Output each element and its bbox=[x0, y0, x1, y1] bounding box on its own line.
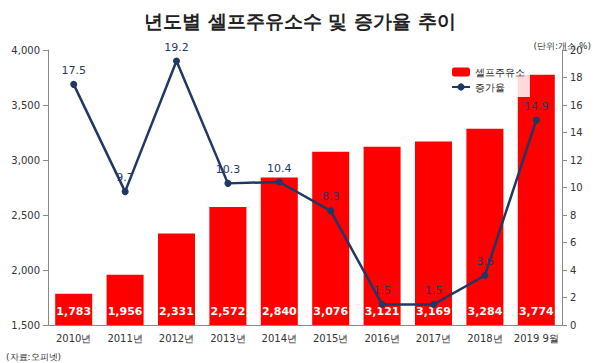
svg-text:2,331: 2,331 bbox=[159, 305, 194, 318]
svg-text:2012년: 2012년 bbox=[159, 333, 194, 344]
svg-text:17.5: 17.5 bbox=[61, 64, 86, 77]
svg-text:1,500: 1,500 bbox=[11, 320, 40, 331]
svg-text:3,169: 3,169 bbox=[416, 305, 451, 318]
svg-text:16: 16 bbox=[570, 100, 583, 111]
svg-text:2016년: 2016년 bbox=[364, 333, 399, 344]
svg-text:8: 8 bbox=[570, 210, 576, 221]
svg-text:18: 18 bbox=[570, 72, 583, 83]
svg-text:2015년: 2015년 bbox=[313, 333, 348, 344]
svg-text:12: 12 bbox=[570, 155, 583, 166]
svg-text:8.3: 8.3 bbox=[322, 190, 340, 203]
svg-text:3,500: 3,500 bbox=[11, 100, 40, 111]
svg-text:9.7: 9.7 bbox=[116, 171, 134, 184]
svg-text:년도별 셀프주유소수 및 증가율 추이: 년도별 셀프주유소수 및 증가율 추이 bbox=[144, 10, 455, 32]
svg-text:2019 9월: 2019 9월 bbox=[514, 333, 559, 344]
svg-text:3,284: 3,284 bbox=[468, 305, 503, 318]
svg-text:2014년: 2014년 bbox=[262, 333, 297, 344]
svg-text:(단위:개소,%): (단위:개소,%) bbox=[534, 41, 591, 51]
svg-text:1,956: 1,956 bbox=[108, 305, 143, 318]
svg-text:셀프주유소: 셀프주유소 bbox=[475, 67, 525, 78]
svg-text:2017년: 2017년 bbox=[416, 333, 451, 344]
svg-text:1.5: 1.5 bbox=[425, 284, 443, 297]
svg-text:2010년: 2010년 bbox=[56, 333, 91, 344]
svg-text:14: 14 bbox=[570, 127, 583, 138]
svg-text:2013년: 2013년 bbox=[210, 333, 245, 344]
svg-text:증가율: 증가율 bbox=[475, 82, 505, 93]
svg-text:2,000: 2,000 bbox=[11, 265, 40, 276]
svg-text:2,500: 2,500 bbox=[11, 210, 40, 221]
svg-text:3,121: 3,121 bbox=[364, 305, 400, 318]
svg-text:3,076: 3,076 bbox=[313, 305, 348, 318]
svg-text:2,840: 2,840 bbox=[262, 305, 297, 318]
svg-text:0: 0 bbox=[570, 320, 576, 331]
svg-text:3,000: 3,000 bbox=[11, 155, 40, 166]
svg-text:2018년: 2018년 bbox=[467, 333, 502, 344]
svg-text:2: 2 bbox=[570, 292, 576, 303]
svg-text:4,000: 4,000 bbox=[11, 45, 40, 56]
svg-text:3.6: 3.6 bbox=[476, 255, 494, 268]
svg-text:14.9: 14.9 bbox=[524, 100, 549, 113]
svg-text:4: 4 bbox=[570, 265, 576, 276]
svg-text:10: 10 bbox=[570, 182, 583, 193]
svg-text:3,774: 3,774 bbox=[519, 305, 554, 318]
svg-text:1.5: 1.5 bbox=[373, 284, 391, 297]
svg-text:10.4: 10.4 bbox=[267, 162, 292, 175]
svg-text:(자료:오피넷): (자료:오피넷) bbox=[6, 352, 61, 362]
svg-text:1,783: 1,783 bbox=[56, 305, 91, 318]
svg-text:6: 6 bbox=[570, 237, 576, 248]
svg-text:2011년: 2011년 bbox=[107, 333, 142, 344]
svg-text:2,572: 2,572 bbox=[211, 305, 246, 318]
svg-text:10.3: 10.3 bbox=[216, 163, 241, 176]
svg-text:19.2: 19.2 bbox=[164, 41, 189, 54]
